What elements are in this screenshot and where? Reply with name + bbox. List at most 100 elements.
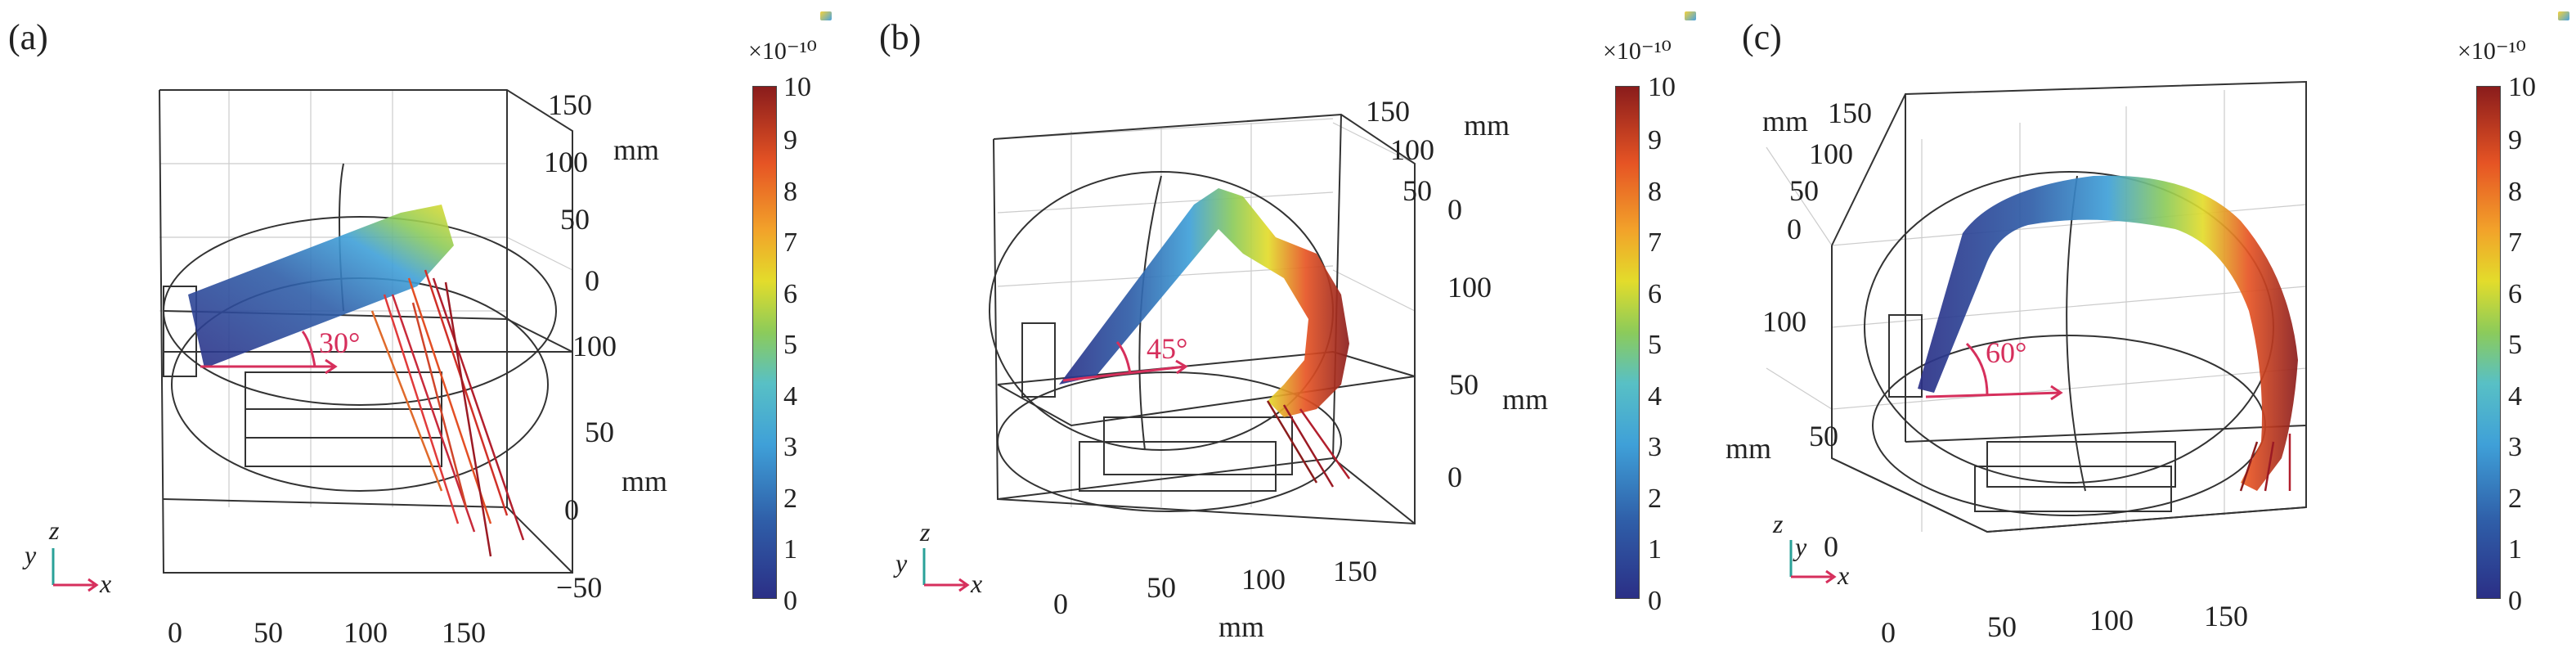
x-tick: 0 xyxy=(1881,616,1896,649)
y-tick: 50 xyxy=(1449,368,1479,401)
angle-label: 30° xyxy=(319,326,361,359)
colorbar-icon xyxy=(1685,11,1696,20)
x-tick: 150 xyxy=(442,616,486,649)
x-tick: 100 xyxy=(1241,563,1286,596)
z-tick: 50 xyxy=(1402,174,1432,207)
colorbar-tick: 8 xyxy=(1648,177,1662,207)
colorbar-tick: 1 xyxy=(783,534,797,565)
z-unit: mm xyxy=(1762,105,1809,137)
axis-z-label: z xyxy=(49,515,60,545)
x-tick: 50 xyxy=(1147,571,1176,604)
y-unit: mm xyxy=(622,465,668,497)
y-tick: 0 xyxy=(1824,530,1838,563)
z-tick: 150 xyxy=(1828,97,1872,129)
z-tick: 50 xyxy=(1789,174,1819,207)
colorbar-tick: 9 xyxy=(2508,125,2522,155)
colorbar-tick: 4 xyxy=(2508,381,2522,412)
x-tick: 50 xyxy=(1987,610,2017,643)
x-tick: 0 xyxy=(1053,587,1068,620)
z-unit: mm xyxy=(613,133,660,166)
z-tick: 100 xyxy=(1809,137,1853,170)
colorbar-tick: 6 xyxy=(1648,279,1662,309)
plot-3d-b xyxy=(989,113,1416,525)
panel-label: (b) xyxy=(879,17,922,57)
y-tick: 100 xyxy=(1762,305,1806,338)
angle-label: 60° xyxy=(1986,336,2027,369)
axis-y-label: y xyxy=(25,540,37,569)
plot-3d-a xyxy=(159,89,573,574)
x-tick: 50 xyxy=(254,616,283,649)
z-tick: 100 xyxy=(1390,133,1434,166)
y-tick: 100 xyxy=(572,330,617,362)
y-tick: −50 xyxy=(556,571,603,604)
colorbar-tick: 1 xyxy=(2508,534,2522,565)
axis-triad: y z x xyxy=(25,515,123,605)
colorbar-tick: 5 xyxy=(783,330,797,360)
colorbar-tick: 6 xyxy=(783,279,797,309)
y-tick: 0 xyxy=(564,493,579,526)
streamline-band xyxy=(1059,188,1351,488)
colorbar-tick: 8 xyxy=(2508,177,2522,207)
colorbar-tick: 3 xyxy=(2508,432,2522,462)
panel-a: (a) xyxy=(0,0,859,657)
axis-z-label: z xyxy=(1773,509,1784,538)
y-tick: 50 xyxy=(585,416,614,448)
colorbar-scale: ×10⁻¹⁰ xyxy=(2457,38,2526,65)
colorbar-scale: ×10⁻¹⁰ xyxy=(1603,38,1672,65)
angle-label: 45° xyxy=(1147,332,1188,365)
bounding-box xyxy=(1831,80,2307,533)
colorbar-tick: 9 xyxy=(783,125,797,155)
colorbar-tick: 2 xyxy=(783,484,797,514)
colorbar-tick: 0 xyxy=(1648,586,1662,616)
colorbar-tick: 4 xyxy=(1648,381,1662,412)
colorbar-tick: 9 xyxy=(1648,125,1662,155)
panel-label: (c) xyxy=(1742,17,1782,57)
colorbar-tick: 2 xyxy=(2508,484,2522,514)
colorbar-tick: 0 xyxy=(2508,586,2522,616)
colorbar-tick: 3 xyxy=(1648,432,1662,462)
colorbar-tick: 3 xyxy=(783,432,797,462)
bounding-box xyxy=(989,113,1416,525)
x-unit: mm xyxy=(1218,610,1265,643)
colorbar-tick: 6 xyxy=(2508,279,2522,309)
streamline-band xyxy=(188,205,525,557)
z-tick: 0 xyxy=(1447,193,1462,226)
panel-b: (b) xyxy=(859,0,1717,657)
colorbar-tick: 5 xyxy=(2508,330,2522,360)
colorbar-tick: 10 xyxy=(783,72,811,102)
colorbar-tick: 2 xyxy=(1648,484,1662,514)
z-tick: 150 xyxy=(1366,95,1410,128)
colorbar-tick: 10 xyxy=(2508,72,2536,102)
colorbar-tick: 4 xyxy=(783,381,797,412)
x-tick: 100 xyxy=(2089,604,2134,637)
colorbar-tick: 7 xyxy=(2508,227,2522,258)
colorbar xyxy=(752,86,777,599)
y-tick: 0 xyxy=(1447,461,1462,493)
angle-marker xyxy=(200,331,338,375)
plot-3d-c xyxy=(1766,80,2307,533)
colorbar-tick: 7 xyxy=(783,227,797,258)
axis-y-label: y xyxy=(1795,532,1807,561)
axis-y-label: y xyxy=(895,548,908,578)
axis-triad: y z x xyxy=(891,517,990,605)
colorbar-tick: 1 xyxy=(1648,534,1662,565)
colorbar-tick: 0 xyxy=(783,586,797,616)
colorbar-tick: 8 xyxy=(783,177,797,207)
y-unit: mm xyxy=(1502,383,1549,416)
angle-marker xyxy=(1925,342,2063,401)
z-unit: mm xyxy=(1464,109,1510,142)
z-tick: 150 xyxy=(548,88,592,121)
panel-c: (c) xyxy=(1717,0,2576,657)
y-tick: 100 xyxy=(1447,271,1492,304)
z-tick: 0 xyxy=(1787,213,1802,245)
z-tick: 50 xyxy=(560,203,590,236)
axis-x-label: x xyxy=(100,569,112,598)
x-tick: 0 xyxy=(168,616,182,649)
x-tick: 150 xyxy=(2204,600,2248,632)
axis-x-label: x xyxy=(1838,560,1850,590)
x-tick: 100 xyxy=(343,616,388,649)
colorbar xyxy=(2476,86,2501,599)
colorbar xyxy=(1615,86,1640,599)
colorbar-tick: 5 xyxy=(1648,330,1662,360)
axis-x-label: x xyxy=(971,569,983,598)
